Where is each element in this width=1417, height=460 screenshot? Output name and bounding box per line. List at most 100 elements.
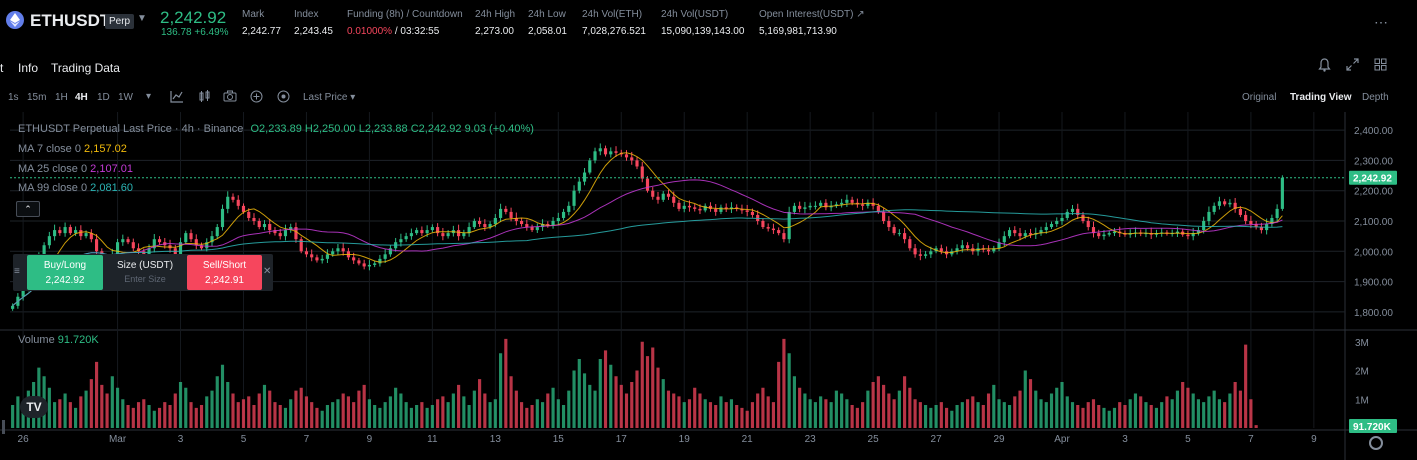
- bell-icon[interactable]: [1318, 58, 1331, 75]
- candle-body: [1065, 211, 1069, 218]
- tradingview-logo-icon[interactable]: TV: [20, 396, 48, 418]
- candle-body: [520, 221, 524, 225]
- candle-body: [1207, 211, 1211, 221]
- interval-4h[interactable]: 4H: [75, 92, 88, 103]
- candle-style-icon[interactable]: [198, 90, 211, 106]
- tab-info[interactable]: Info: [18, 61, 39, 75]
- open-interest-label[interactable]: Open Interest(USDT) ↗: [759, 9, 865, 20]
- view-original[interactable]: Original: [1242, 92, 1277, 103]
- volume-bar: [415, 405, 419, 428]
- candle-body: [808, 205, 812, 208]
- sell-short-button[interactable]: Sell/Short 2,242.91: [187, 255, 262, 290]
- volume-bar: [467, 405, 471, 428]
- mark-label[interactable]: Mark: [242, 9, 265, 20]
- interval-1d[interactable]: 1D: [97, 92, 110, 103]
- candle-body: [420, 230, 424, 234]
- camera-icon[interactable]: [223, 90, 237, 105]
- mark-value: 2,242.77: [242, 26, 281, 37]
- quick-order-panel: ≡ Buy/Long 2,242.92 Size (USDT) Sell/Sho…: [13, 254, 273, 291]
- candle-body: [53, 230, 57, 237]
- legend-close: C2,242.92: [410, 123, 462, 135]
- target-icon[interactable]: [277, 90, 290, 106]
- volume-bar: [1254, 425, 1258, 428]
- volume-bar: [1181, 382, 1185, 428]
- candle-body: [803, 207, 807, 209]
- candle-body: [546, 224, 550, 226]
- candle-body: [247, 211, 251, 218]
- candle-body: [514, 217, 518, 221]
- expand-icon[interactable]: [1346, 58, 1359, 74]
- candle-body: [1259, 227, 1263, 231]
- layout-grid-icon[interactable]: [1374, 58, 1387, 74]
- candle-body: [404, 236, 408, 240]
- more-menu-icon[interactable]: ⋯: [1374, 14, 1389, 30]
- index-label[interactable]: Index: [294, 9, 319, 20]
- volume-bar: [336, 399, 340, 428]
- size-input[interactable]: [108, 274, 182, 284]
- candle-body: [887, 221, 891, 228]
- candle-body: [336, 248, 340, 252]
- indicator-icon[interactable]: [170, 90, 184, 106]
- volume-bar: [231, 393, 235, 428]
- volume-bar: [1039, 399, 1043, 428]
- volume-bar: [761, 387, 765, 428]
- candle-body: [79, 230, 83, 237]
- candle-body: [787, 211, 791, 240]
- volume-bar: [903, 376, 907, 428]
- candle-body: [824, 202, 828, 208]
- settings-icon[interactable]: [1369, 436, 1383, 450]
- volume-legend[interactable]: Volume 91.720K: [18, 334, 99, 346]
- buy-long-button[interactable]: Buy/Long 2,242.92: [27, 255, 103, 290]
- interval-dropdown-icon[interactable]: ▾: [146, 91, 152, 102]
- interval-1s[interactable]: 1s: [8, 92, 19, 103]
- volume-bar: [173, 393, 177, 428]
- drag-handle-icon[interactable]: ≡: [14, 266, 20, 277]
- open-interest-link-icon[interactable]: ↗: [856, 9, 865, 20]
- ma7-legend[interactable]: MA 7 close 0 2,157.02: [18, 143, 127, 155]
- volume-bar: [430, 405, 434, 428]
- tab-trading-data[interactable]: Trading Data: [51, 61, 120, 75]
- candle-body: [283, 230, 288, 237]
- candle-body: [252, 217, 256, 221]
- volume-bar: [89, 379, 93, 428]
- interval-1h[interactable]: 1H: [55, 92, 68, 103]
- add-indicator-icon[interactable]: [250, 90, 263, 106]
- collapse-legend-button[interactable]: ⌃: [16, 201, 40, 217]
- symbol-name[interactable]: ETHUSDT: [30, 11, 111, 30]
- ma25-legend[interactable]: MA 25 close 0 2,107.01: [18, 163, 133, 175]
- candle-body: [635, 160, 639, 167]
- tab-chart[interactable]: t: [0, 61, 4, 75]
- price-type-select[interactable]: Last Price ▾: [303, 92, 355, 103]
- view-trading-view[interactable]: Trading View: [1290, 92, 1352, 103]
- volume-bar: [1223, 402, 1227, 428]
- volume-bar: [105, 393, 109, 428]
- symbol-dropdown-icon[interactable]: ▼: [137, 13, 147, 24]
- volume-bar: [871, 382, 875, 428]
- view-depth[interactable]: Depth: [1362, 92, 1389, 103]
- volume-bar: [247, 396, 251, 428]
- candle-body: [352, 257, 356, 261]
- volume-bar: [499, 353, 503, 428]
- scroll-handle[interactable]: [2, 420, 5, 434]
- candle-body: [509, 211, 513, 218]
- volume-bar: [394, 387, 398, 428]
- legend-title: ETHUSDT Perpetual Last Price · 4h · Bina…: [18, 123, 244, 135]
- candle-body: [929, 251, 933, 255]
- volume-bar: [1139, 396, 1143, 428]
- volume-bar: [945, 407, 949, 428]
- interval-15m[interactable]: 15m: [27, 92, 47, 103]
- funding-label[interactable]: Funding (8h) / Countdown: [347, 9, 463, 20]
- volume-bar: [1160, 402, 1164, 428]
- candle-body: [813, 205, 817, 207]
- volume-bar: [714, 405, 718, 428]
- volume-value: 91.720K: [57, 334, 99, 346]
- candle-body: [47, 236, 51, 246]
- interval-1w[interactable]: 1W: [118, 92, 133, 103]
- close-panel-icon[interactable]: ✕: [263, 266, 272, 277]
- time-tick-label: 9: [367, 434, 373, 445]
- vol-usdt-label: 24h Vol(USDT): [661, 9, 729, 20]
- ma99-legend[interactable]: MA 99 close 0 2,081.60: [18, 182, 133, 194]
- volume-bar: [357, 390, 361, 428]
- candle-body: [68, 227, 72, 234]
- candle-body: [446, 233, 450, 237]
